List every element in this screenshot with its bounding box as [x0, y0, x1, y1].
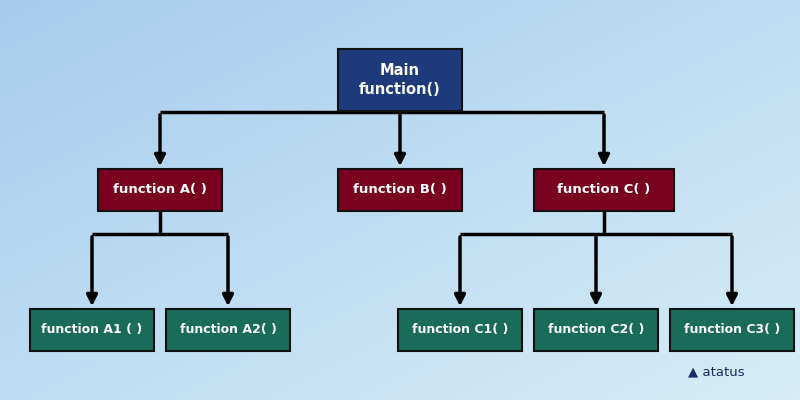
Text: function C( ): function C( ): [558, 184, 650, 196]
FancyBboxPatch shape: [98, 169, 222, 211]
Text: function A1 ( ): function A1 ( ): [42, 324, 142, 336]
Text: function C2( ): function C2( ): [548, 324, 644, 336]
Text: Main
function(): Main function(): [359, 63, 441, 97]
FancyBboxPatch shape: [534, 309, 658, 351]
FancyBboxPatch shape: [166, 309, 290, 351]
Text: function C1( ): function C1( ): [412, 324, 508, 336]
FancyBboxPatch shape: [670, 309, 794, 351]
FancyBboxPatch shape: [398, 309, 522, 351]
Text: ▲ atatus: ▲ atatus: [688, 365, 744, 378]
FancyBboxPatch shape: [534, 169, 674, 211]
FancyBboxPatch shape: [338, 169, 462, 211]
FancyBboxPatch shape: [338, 49, 462, 111]
Text: function A2( ): function A2( ): [179, 324, 277, 336]
FancyBboxPatch shape: [30, 309, 154, 351]
Text: function A( ): function A( ): [113, 184, 207, 196]
Text: function B( ): function B( ): [353, 184, 447, 196]
Text: function C3( ): function C3( ): [684, 324, 780, 336]
